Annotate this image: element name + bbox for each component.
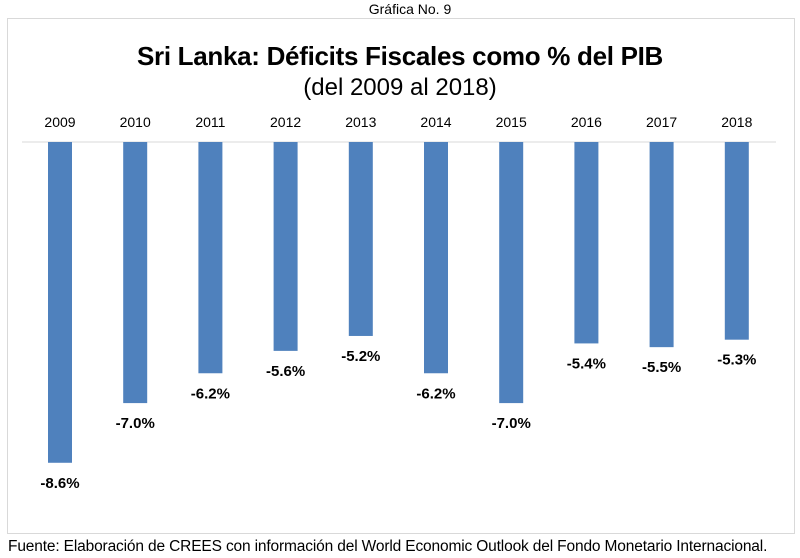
x-tick-label: 2011 [195,114,225,130]
bar-2018 [724,142,749,340]
bar-2009 [48,142,72,463]
bar-2014 [424,142,448,374]
x-axis-tick-labels: 2009 2010 2011 2012 2013 2014 2015 2016 2017 2018 [44,114,752,130]
bars [48,142,749,463]
x-tick-label: 2015 [496,114,527,130]
x-tick-label: 2017 [646,114,677,130]
data-label: -8.6% [40,475,79,492]
chart-subtitle: (del 2009 al 2018) [303,74,497,101]
source-note: Fuente: Elaboración de CREES con informa… [8,538,768,555]
x-tick-label: 2016 [571,114,602,130]
x-tick-label: 2014 [420,114,451,130]
data-label: -6.2% [191,385,230,402]
data-labels: -8.6% -7.0% -6.2% -5.6% -5.2% -6.2% -7.0% -5.4%… [40,348,756,492]
bar-2016 [574,142,599,344]
bar-2017 [649,142,674,348]
x-tick-label: 2009 [44,114,75,130]
bar-2011 [198,142,223,374]
data-label: -5.5% [642,359,681,376]
bar-2012 [273,142,298,351]
figure-caption: Gráfica No. 9 [368,1,452,17]
data-label: -5.3% [717,352,756,369]
chart-title: Sri Lanka: Déficits Fiscales como % del … [136,41,664,71]
x-tick-label: 2018 [721,114,752,130]
bar-2010 [123,142,148,404]
bar-2015 [499,142,524,404]
data-label: -7.0% [116,415,155,432]
data-label: -6.2% [416,385,455,402]
bar-2013 [348,142,373,336]
data-label: -5.6% [266,363,305,380]
x-tick-label: 2013 [345,114,376,130]
x-tick-label: 2010 [120,114,151,130]
data-label: -7.0% [492,415,531,432]
x-tick-label: 2012 [270,114,301,130]
data-label: -5.4% [567,355,606,372]
data-label: -5.2% [341,348,380,365]
